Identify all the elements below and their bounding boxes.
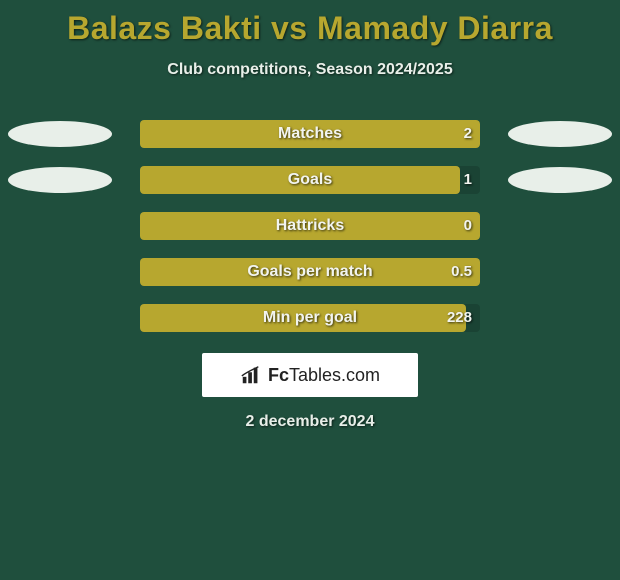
logo-rest: Tables.com xyxy=(289,365,380,385)
stat-row: Goals1 xyxy=(0,165,620,195)
logo-text: FcTables.com xyxy=(268,365,380,386)
logo-prefix: Fc xyxy=(268,365,289,385)
bar-chart-icon xyxy=(240,364,262,386)
stat-row: Matches2 xyxy=(0,119,620,149)
stat-row: Goals per match0.5 xyxy=(0,257,620,287)
bar-fill xyxy=(140,166,460,194)
page-title: Balazs Bakti vs Mamady Diarra xyxy=(0,10,620,47)
subtitle: Club competitions, Season 2024/2025 xyxy=(0,61,620,79)
bar-fill xyxy=(140,120,480,148)
logo-badge: FcTables.com xyxy=(202,353,418,397)
bar-fill xyxy=(140,212,480,240)
stat-row: Hattricks0 xyxy=(0,211,620,241)
stat-rows: Matches2 Goals1 Hattricks0 Goals per match0… xyxy=(0,119,620,333)
right-marker xyxy=(508,167,612,193)
infographic: Balazs Bakti vs Mamady Diarra Club compe… xyxy=(0,0,620,431)
bar-fill xyxy=(140,304,466,332)
right-marker xyxy=(508,121,612,147)
stat-row: Min per goal228 xyxy=(0,303,620,333)
left-marker xyxy=(8,121,112,147)
bar-fill xyxy=(140,258,480,286)
footer-date: 2 december 2024 xyxy=(0,413,620,431)
left-marker xyxy=(8,167,112,193)
